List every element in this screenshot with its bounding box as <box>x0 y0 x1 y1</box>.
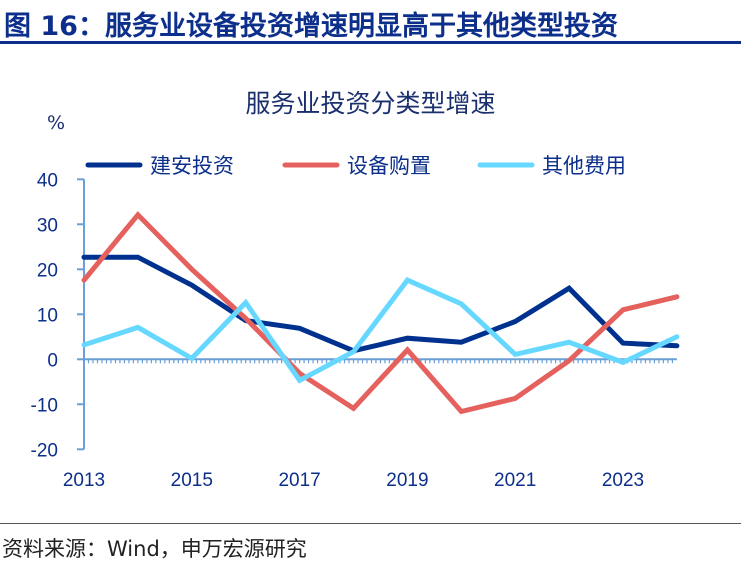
y-axis-unit: % <box>47 112 66 134</box>
x-tick-label: 2013 <box>63 470 105 491</box>
legend-label: 建安投资 <box>150 154 234 178</box>
y-tick-label: -10 <box>31 395 58 416</box>
y-tick-label: 20 <box>37 260 58 281</box>
y-tick-label: 40 <box>37 170 58 191</box>
x-tick-label: 2019 <box>386 470 428 491</box>
x-tick-label: 2023 <box>602 470 644 491</box>
title-rule <box>0 41 741 44</box>
series-line-3 <box>81 277 680 384</box>
legend-label: 设备购置 <box>347 154 431 178</box>
series-line-2 <box>81 211 680 415</box>
x-tick-label: 2015 <box>171 470 213 491</box>
y-tick-label: 10 <box>37 305 58 326</box>
legend-label: 其他费用 <box>542 154 626 178</box>
x-tick-label: 2017 <box>278 470 320 491</box>
y-tick-label: 0 <box>47 350 58 371</box>
y-tick-label: -20 <box>31 440 58 461</box>
y-tick-label: 30 <box>37 215 58 236</box>
x-tick-label: 2021 <box>494 470 536 491</box>
source-rule <box>0 523 741 524</box>
chart-title: 服务业投资分类型增速 <box>245 89 496 118</box>
figure-title: 图 16：服务业设备投资增速明显高于其他类型投资 <box>4 11 618 42</box>
series-line-1 <box>81 254 680 354</box>
source-note: 资料来源：Wind，申万宏源研究 <box>2 537 307 561</box>
